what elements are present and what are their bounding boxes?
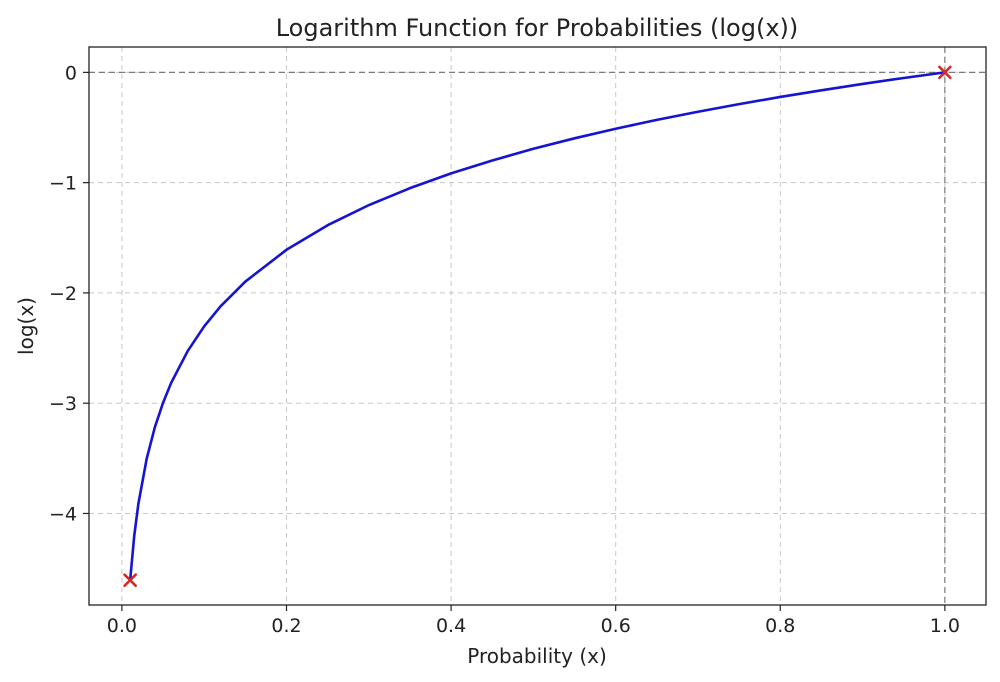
y-axis-ticks: 0 −1 −2 −3 −4 bbox=[49, 62, 89, 525]
chart-title: Logarithm Function for Probabilities (lo… bbox=[276, 14, 799, 42]
reference-lines bbox=[89, 47, 986, 605]
y-tick-label-3: −3 bbox=[49, 393, 77, 415]
plot-frame bbox=[88, 46, 987, 606]
x-axis-ticks: 0.0 0.2 0.4 0.6 0.8 1.0 bbox=[107, 605, 960, 637]
markers-layer bbox=[123, 65, 952, 587]
x-tick-label-5: 1.0 bbox=[930, 615, 960, 637]
x-marker-0-stroke-b bbox=[123, 573, 137, 587]
y-tick-label-0: 0 bbox=[65, 62, 77, 84]
y-axis-label: log(x) bbox=[14, 297, 38, 355]
y-tick-label-4: −4 bbox=[49, 503, 77, 525]
series-layer bbox=[128, 71, 947, 582]
x-tick-label-0: 0.0 bbox=[107, 615, 137, 637]
x-tick-label-1: 0.2 bbox=[271, 615, 301, 637]
y-tick-label-2: −2 bbox=[49, 283, 77, 305]
grid-lines bbox=[89, 47, 986, 605]
x-marker-1 bbox=[938, 65, 952, 80]
x-tick-label-2: 0.4 bbox=[436, 615, 466, 637]
y-tick-label-1: −1 bbox=[49, 173, 77, 195]
x-marker-1-stroke-b bbox=[938, 65, 952, 80]
x-marker-0 bbox=[123, 573, 137, 587]
x-tick-label-3: 0.6 bbox=[601, 615, 631, 637]
x-axis-label: Probability (x) bbox=[467, 644, 607, 668]
x-tick-label-4: 0.8 bbox=[765, 615, 795, 637]
series-line-0 bbox=[128, 71, 947, 582]
